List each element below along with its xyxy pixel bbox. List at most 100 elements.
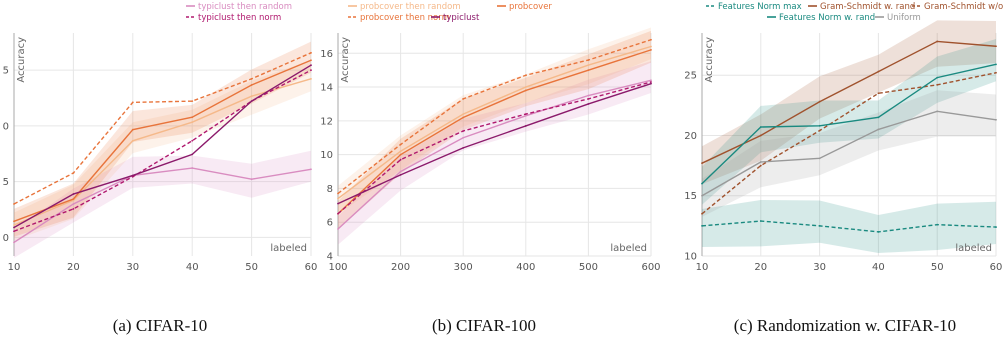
data-point-typiclust-then-random [650,79,652,82]
series-line-probcover [337,49,652,215]
data-point-uniform [701,194,703,197]
data-point-gram-schmidt-w-o-rand [936,83,939,86]
data-point-probcover [72,198,75,200]
x-axis-title: labeled [610,243,647,254]
series-line-typiclust [13,64,312,229]
x-tick-label: 30 [813,262,826,273]
data-point-probcover-then-random [337,197,339,200]
caption-cifar100: (b) CIFAR-100 [432,316,536,335]
x-tick-label: 20 [754,262,767,273]
data-point-typiclust [587,103,590,105]
data-point-probcover-then-norm [131,101,134,104]
data-point-probcover [587,69,590,72]
data-point-typiclust [650,82,652,85]
series-line-gram-schmidt-w-rand [701,40,997,164]
data-point-probcover-then-norm [524,74,527,77]
data-point-typiclust [72,193,75,195]
data-point-features-norm-max [818,224,821,227]
band-probcover [14,41,311,237]
data-point-probcover [191,116,194,119]
data-point-typiclust-then-norm [337,212,339,215]
data-point-typiclust-then-random [399,170,402,173]
x-tick-label: 100 [328,262,347,273]
data-point-probcover [462,116,465,119]
x-tick-label: 500 [579,262,598,273]
data-point-typiclust-then-random [72,203,75,205]
series-line-probcover [13,59,312,222]
y-tick-label: 0 [3,121,9,132]
data-point-typiclust [13,226,15,229]
data-point-gram-schmidt-w-rand [995,45,997,48]
data-point-probcover-then-norm [191,100,194,103]
data-point-typiclust-then-norm [524,113,527,115]
data-point-probcover [399,153,402,156]
data-point-uniform [818,157,821,160]
x-tick-label: 300 [454,262,473,273]
x-tick-label: 60 [305,262,318,273]
x-tick-label: 40 [872,262,885,273]
data-point-features-norm-max [701,224,703,227]
y-axis-title: Accuracy [704,37,715,83]
data-point-features-norm-w-rand [936,76,939,79]
data-point-typiclust-then-random [524,114,527,117]
data-point-gram-schmidt-w-rand [701,162,703,165]
data-point-probcover-then-random [650,45,652,48]
legend-right: Features Norm max Gram-Schmidt w. rand Gra… [706,2,1005,23]
data-point-probcover-then-random [13,224,15,226]
series-line-probcover-then-random [13,78,312,226]
data-point-typiclust-then-norm [650,81,652,83]
data-point-probcover-then-random [131,139,134,142]
legend-label-features-norm-max: Features Norm max [718,2,802,12]
data-point-typiclust-then-random [337,228,339,230]
data-point-typiclust-then-norm [399,158,402,161]
data-point-features-norm-w-rand [701,182,703,185]
x-tick-label: 20 [67,262,80,273]
y-tick-label: 25 [684,71,697,82]
series-line-features-norm-w-rand [701,63,997,185]
data-point-typiclust-then-norm [587,97,590,100]
legend-top: typiclust then random probcover then rand… [186,2,552,23]
x-tick-label: 40 [186,262,199,273]
legend-label-gram-schmidt-w-o-rand: Gram-Schmidt w/o rand [924,2,1005,12]
y-tick-label: 10 [684,252,697,263]
data-point-probcover [250,84,253,86]
legend-label-typiclust: typiclust [443,13,480,23]
data-point-features-norm-max [759,220,762,222]
chart-panel-randomization: 10 15 20 25 10 20 30 40 50 60 Accuracy labeled [684,20,1002,273]
data-point-uniform [936,110,939,113]
data-point-features-norm-w-rand [877,116,880,119]
data-point-probcover-then-norm [399,143,402,146]
data-point-typiclust-then-norm [13,230,15,233]
data-point-features-norm-max [936,223,939,226]
data-point-probcover [650,48,652,51]
legend-label-typiclust-then-random: typiclust then random [198,2,292,12]
data-point-probcover [310,59,312,62]
data-point-probcover-then-random [524,86,527,88]
data-point-probcover-then-norm [462,97,465,100]
y-tick-label: 4 [327,252,333,263]
x-tick-label: 30 [126,262,139,273]
data-point-typiclust-then-random [462,136,465,139]
x-tick-label: 400 [516,262,535,273]
x-tick-label: 50 [245,262,258,273]
band-probcover-then-random [338,27,651,215]
data-point-probcover [524,89,527,92]
data-point-typiclust [310,64,312,67]
y-tick-label: 8 [327,184,333,195]
data-point-probcover [13,220,15,223]
data-point-typiclust [399,174,402,176]
series-line-probcover-then-random [337,45,652,200]
data-point-typiclust-then-norm [462,130,465,132]
data-point-probcover-then-random [399,150,402,153]
data-point-typiclust [250,100,253,103]
data-point-typiclust-then-norm [72,208,75,210]
data-point-gram-schmidt-w-o-rand [701,212,703,215]
legend-label-probcover-then-norm: probcover then norm [360,13,450,23]
x-axis-title: labeled [955,243,992,254]
y-tick-label: 6 [327,218,333,229]
y-tick-label: 14 [320,83,333,94]
data-point-features-norm-max [995,226,997,228]
legend-label-uniform: Uniform [887,13,921,23]
data-point-typiclust [191,153,194,156]
